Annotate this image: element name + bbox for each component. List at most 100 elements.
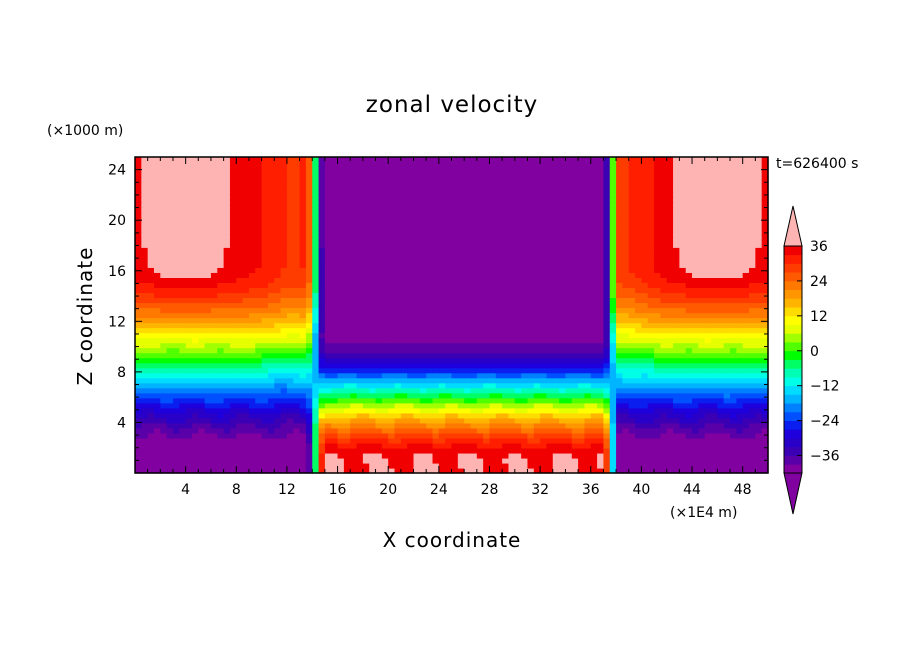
field-cell: [723, 457, 731, 464]
field-cell: [362, 267, 370, 273]
field-cell: [141, 397, 149, 404]
field-cell: [312, 227, 320, 233]
field-cell: [654, 272, 661, 278]
field-cell: [191, 457, 199, 464]
field-cell: [375, 432, 383, 439]
field-cell: [451, 452, 459, 459]
field-cell: [635, 467, 642, 474]
field-cell: [198, 287, 206, 294]
field-cell: [723, 332, 731, 339]
field-cell: [147, 397, 155, 404]
field-cell: [286, 447, 294, 454]
field-cell: [584, 312, 592, 319]
field-cell: [679, 337, 687, 344]
field-cell: [147, 362, 155, 369]
field-cell: [533, 312, 541, 319]
field-cell: [280, 352, 288, 359]
field-cell: [527, 467, 535, 474]
field-cell: [179, 422, 187, 429]
field-cell: [616, 362, 624, 369]
field-cell: [628, 257, 636, 263]
field-cell: [609, 407, 617, 414]
field-cell: [673, 367, 680, 374]
field-cell: [635, 277, 642, 283]
field-cell: [166, 447, 174, 454]
field-cell: [147, 237, 155, 243]
field-cell: [331, 342, 339, 349]
field-cell: [172, 417, 180, 424]
field-cell: [533, 332, 541, 339]
field-cell: [337, 427, 345, 434]
field-cell: [597, 302, 605, 309]
field-cell: [571, 327, 579, 334]
field-cell: [647, 237, 655, 243]
field-cell: [489, 242, 497, 248]
field-cell: [673, 452, 680, 459]
field-cell: [527, 342, 535, 349]
field-cell: [597, 452, 605, 459]
field-cell: [609, 397, 617, 404]
field-cell: [464, 372, 472, 379]
field-cell: [654, 307, 661, 314]
field-cell: [660, 357, 668, 364]
field-cell: [597, 297, 605, 304]
field-cell: [369, 432, 377, 439]
field-cell: [318, 322, 326, 329]
field-cell: [616, 312, 624, 319]
field-cell: [236, 357, 244, 364]
field-cell: [565, 312, 573, 319]
field-cell: [153, 367, 161, 374]
field-cell: [312, 397, 320, 404]
field-cell: [464, 287, 472, 294]
field-cell: [286, 247, 294, 253]
field-cell: [692, 322, 699, 329]
field-cell: [438, 237, 446, 243]
field-cell: [141, 362, 149, 369]
field-cell: [495, 237, 503, 243]
field-cell: [457, 227, 465, 233]
field-cell: [267, 402, 275, 409]
field-cell: [432, 307, 440, 314]
field-cell: [698, 462, 706, 469]
field-cell: [438, 357, 446, 364]
field-cell: [559, 237, 567, 243]
field-cell: [135, 272, 142, 278]
field-cell: [666, 267, 674, 273]
field-cell: [242, 442, 250, 449]
field-cell: [457, 347, 465, 354]
field-cell: [407, 267, 415, 273]
field-cell: [736, 317, 744, 324]
field-cell: [375, 302, 383, 309]
field-cell: [394, 282, 402, 289]
field-cell: [293, 342, 301, 349]
field-cell: [616, 237, 624, 243]
field-cell: [666, 337, 674, 344]
field-cell: [407, 272, 415, 278]
field-cell: [603, 467, 611, 474]
field-cell: [255, 367, 263, 374]
field-cell: [185, 282, 193, 289]
field-cell: [609, 412, 617, 419]
field-cell: [622, 277, 630, 283]
field-cell: [185, 417, 193, 424]
field-cell: [552, 252, 560, 258]
field-cell: [229, 437, 237, 444]
field-cell: [508, 467, 516, 474]
field-cell: [191, 397, 199, 404]
field-cell: [749, 412, 756, 419]
field-cell: [755, 302, 763, 309]
field-cell: [565, 397, 573, 404]
field-cell: [660, 392, 668, 399]
field-cell: [274, 427, 282, 434]
field-cell: [413, 467, 421, 474]
field-cell: [350, 347, 358, 354]
field-cell: [609, 257, 617, 263]
field-cell: [413, 307, 421, 314]
field-cell: [280, 232, 288, 238]
field-cell: [590, 307, 598, 314]
field-cell: [533, 422, 541, 429]
field-cell: [172, 452, 180, 459]
field-cell: [641, 312, 649, 319]
field-cell: [198, 282, 206, 289]
field-cell: [274, 272, 282, 278]
